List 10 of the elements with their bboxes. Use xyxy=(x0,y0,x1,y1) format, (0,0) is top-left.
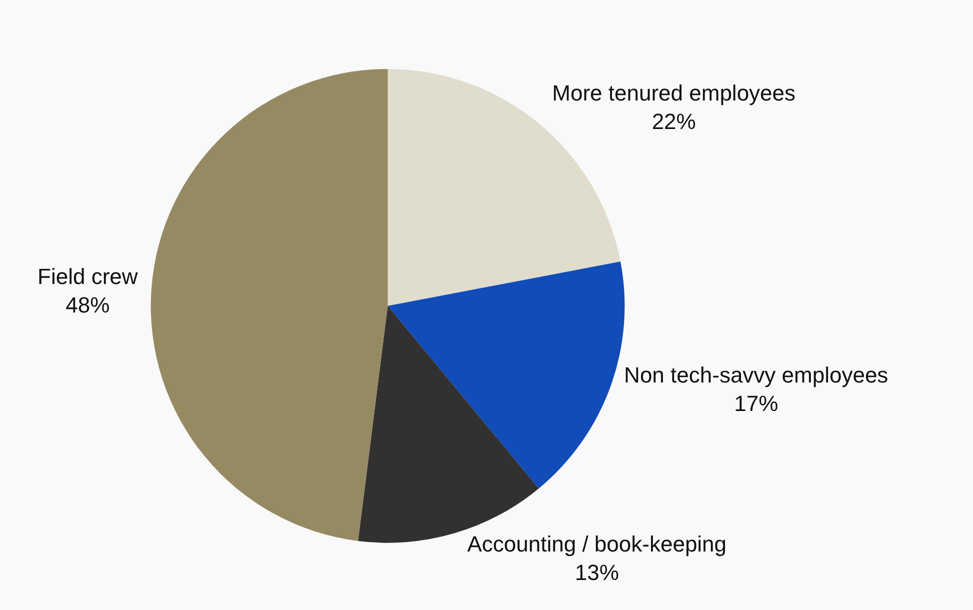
slice-label: Non tech-savvy employees xyxy=(624,362,888,388)
data-label: 13% xyxy=(574,560,619,585)
pie-slice xyxy=(151,68,388,541)
slice-label: Accounting / book-keeping xyxy=(467,531,727,556)
data-label: 17% xyxy=(734,391,778,416)
pie-slice xyxy=(388,262,624,488)
data-label: 22% xyxy=(652,109,696,134)
data-label: 48% xyxy=(66,292,110,318)
slice-label: More tenured employees xyxy=(552,80,796,106)
slice-label: Field crew xyxy=(38,264,138,290)
